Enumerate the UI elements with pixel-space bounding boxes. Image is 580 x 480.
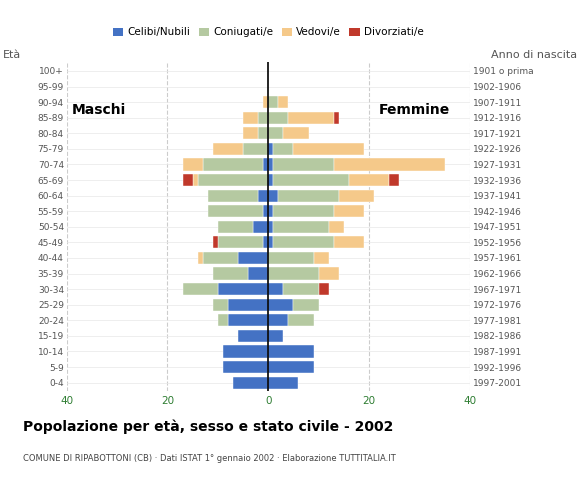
Bar xyxy=(243,127,258,139)
Bar xyxy=(233,376,268,389)
Bar xyxy=(268,158,273,170)
Bar xyxy=(258,112,268,124)
Bar xyxy=(268,174,273,186)
Bar xyxy=(273,143,293,155)
Bar xyxy=(278,190,339,202)
Bar xyxy=(263,96,268,108)
Text: Femmine: Femmine xyxy=(379,103,450,117)
Bar xyxy=(183,283,218,295)
Bar xyxy=(278,96,288,108)
Bar xyxy=(318,283,329,295)
Bar xyxy=(258,127,268,139)
Bar xyxy=(248,267,268,280)
Bar xyxy=(334,236,364,249)
Bar xyxy=(284,283,318,295)
Bar xyxy=(339,190,374,202)
Bar xyxy=(208,205,263,217)
Bar xyxy=(268,376,299,389)
Bar xyxy=(263,236,268,249)
Bar xyxy=(213,299,228,311)
Bar xyxy=(318,267,339,280)
Bar xyxy=(223,361,268,373)
Bar xyxy=(263,205,268,217)
Bar xyxy=(218,236,263,249)
Bar xyxy=(203,252,238,264)
Bar xyxy=(273,158,334,170)
Bar xyxy=(263,158,268,170)
Bar xyxy=(329,221,344,233)
Bar xyxy=(293,143,364,155)
Text: Maschi: Maschi xyxy=(72,103,126,117)
Bar xyxy=(253,221,268,233)
Bar xyxy=(243,112,258,124)
Text: Popolazione per età, sesso e stato civile - 2002: Popolazione per età, sesso e stato civil… xyxy=(23,420,394,434)
Bar xyxy=(213,236,218,249)
Bar xyxy=(203,158,263,170)
Text: COMUNE DI RIPABOTTONI (CB) · Dati ISTAT 1° gennaio 2002 · Elaborazione TUTTITALI: COMUNE DI RIPABOTTONI (CB) · Dati ISTAT … xyxy=(23,454,396,463)
Bar xyxy=(228,314,268,326)
Bar xyxy=(213,267,248,280)
Bar xyxy=(208,190,258,202)
Bar xyxy=(288,112,333,124)
Text: Età: Età xyxy=(3,50,21,60)
Bar xyxy=(213,143,243,155)
Text: Anno di nascita: Anno di nascita xyxy=(491,50,577,60)
Bar xyxy=(238,330,268,342)
Bar xyxy=(293,299,318,311)
Bar xyxy=(243,143,268,155)
Bar xyxy=(314,252,329,264)
Bar xyxy=(218,283,268,295)
Bar xyxy=(198,174,268,186)
Bar xyxy=(183,174,193,186)
Bar xyxy=(334,158,445,170)
Bar xyxy=(218,221,253,233)
Bar xyxy=(218,314,228,326)
Bar xyxy=(268,314,288,326)
Bar xyxy=(334,112,339,124)
Bar xyxy=(389,174,399,186)
Bar xyxy=(284,127,309,139)
Bar xyxy=(268,190,278,202)
Bar xyxy=(228,299,268,311)
Bar xyxy=(268,361,314,373)
Bar xyxy=(268,346,314,358)
Bar xyxy=(183,158,203,170)
Bar xyxy=(268,221,273,233)
Bar xyxy=(273,221,329,233)
Legend: Celibi/Nubili, Coniugati/e, Vedovi/e, Divorziati/e: Celibi/Nubili, Coniugati/e, Vedovi/e, Di… xyxy=(108,23,428,42)
Bar xyxy=(268,267,318,280)
Bar xyxy=(273,174,349,186)
Bar xyxy=(273,205,334,217)
Bar xyxy=(268,283,284,295)
Bar xyxy=(268,127,284,139)
Bar xyxy=(238,252,268,264)
Bar xyxy=(334,205,364,217)
Bar xyxy=(288,314,314,326)
Bar xyxy=(268,330,284,342)
Bar xyxy=(193,174,198,186)
Bar xyxy=(268,143,273,155)
Bar xyxy=(268,96,278,108)
Bar xyxy=(349,174,389,186)
Bar xyxy=(273,236,334,249)
Bar xyxy=(223,346,268,358)
Bar xyxy=(268,205,273,217)
Bar xyxy=(258,190,268,202)
Bar xyxy=(268,236,273,249)
Bar xyxy=(268,299,293,311)
Bar xyxy=(198,252,203,264)
Bar xyxy=(268,112,288,124)
Bar xyxy=(268,252,314,264)
